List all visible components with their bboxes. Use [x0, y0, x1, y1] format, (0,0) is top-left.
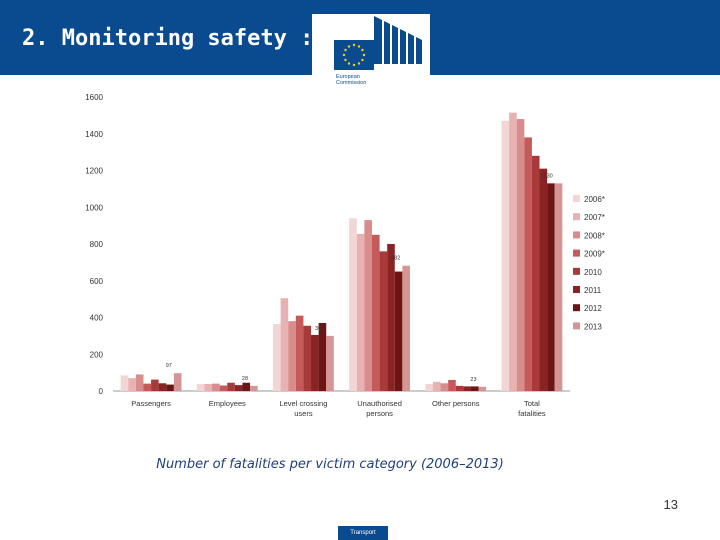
bar	[151, 379, 159, 391]
bar	[143, 383, 152, 391]
bar	[280, 298, 289, 391]
bar	[349, 218, 357, 391]
bar	[371, 234, 380, 391]
bar	[273, 323, 281, 391]
y-tick-label: 600	[90, 277, 104, 286]
bar	[440, 383, 449, 391]
y-tick-label: 800	[90, 240, 104, 249]
bar	[173, 373, 182, 391]
category-label: Level crossing users	[279, 399, 327, 418]
bar	[242, 382, 251, 391]
bar	[227, 382, 235, 391]
bar	[326, 335, 334, 391]
category-label: Employees	[209, 399, 246, 408]
legend-swatch	[573, 267, 580, 275]
bar	[356, 233, 365, 391]
bar	[539, 168, 548, 391]
bar	[318, 323, 327, 391]
commission-building-icon	[334, 16, 422, 70]
legend-swatch	[573, 213, 580, 221]
legend-label: 2006*	[584, 195, 605, 204]
y-tick-label: 1000	[85, 203, 103, 212]
legend-swatch	[573, 322, 580, 330]
y-tick-label: 0	[99, 387, 104, 396]
bar	[234, 385, 243, 391]
bar	[311, 334, 319, 391]
bar	[303, 325, 312, 391]
y-tick-label: 400	[90, 314, 104, 323]
bar	[204, 384, 213, 391]
bar	[531, 155, 540, 391]
logo-line-2: Commission	[336, 80, 367, 86]
logo-line-1: European	[336, 74, 360, 80]
bar	[432, 381, 441, 391]
bar	[509, 112, 517, 392]
category-label: Total fatalities	[518, 399, 546, 418]
footer-transport-badge: Transport	[338, 526, 388, 540]
bar	[547, 183, 555, 391]
bar	[402, 265, 410, 391]
data-label: 23	[470, 377, 476, 383]
bar	[250, 385, 258, 391]
bar	[516, 119, 525, 392]
bar	[463, 386, 471, 391]
bar	[394, 271, 403, 391]
chart-caption: Number of fatalities per victim category…	[156, 457, 504, 472]
data-label: 97	[166, 363, 172, 369]
bar	[470, 386, 479, 391]
bar	[455, 385, 464, 391]
bar	[379, 251, 388, 391]
bar	[212, 383, 220, 391]
bar	[554, 183, 563, 391]
bar	[196, 384, 205, 391]
bar	[501, 120, 510, 391]
bar	[387, 244, 395, 391]
data-label: 682	[391, 256, 400, 262]
data-label: 28	[242, 376, 248, 382]
legend-swatch	[573, 231, 580, 239]
bar	[524, 137, 532, 391]
bar	[425, 384, 433, 391]
bar	[166, 384, 174, 391]
bar	[288, 321, 296, 391]
page-number: 13	[663, 497, 678, 512]
legend-label: 2008*	[584, 231, 605, 240]
y-tick-label: 1600	[85, 93, 103, 102]
legend-swatch	[573, 286, 580, 293]
bar	[128, 378, 136, 391]
bar	[448, 379, 456, 391]
bar	[478, 386, 487, 391]
logo-wordmark: European Commission	[336, 74, 366, 86]
y-tick-label: 200	[90, 350, 104, 359]
bar	[135, 374, 144, 391]
legend-label: 2011	[584, 286, 602, 295]
y-tick-label: 1400	[85, 130, 103, 139]
legend-label: 2012	[584, 304, 602, 313]
data-label: 1130	[541, 173, 553, 179]
legend-label: 2013	[584, 322, 602, 331]
legend-label: 2007*	[584, 213, 605, 222]
category-label: Passengers	[131, 399, 171, 408]
category-label: Other persons	[432, 399, 480, 408]
slide-title: 2. Monitoring safety :	[22, 26, 314, 51]
legend-label: 2010	[584, 268, 602, 277]
data-label: 300	[315, 326, 324, 332]
european-commission-logo: European Commission	[312, 14, 430, 96]
bar	[364, 220, 372, 391]
legend-swatch	[573, 195, 580, 202]
bar	[295, 315, 304, 391]
category-label: Unauthorised persons	[357, 399, 402, 418]
legend-label: 2009*	[584, 250, 605, 259]
y-tick-label: 1200	[85, 167, 103, 176]
legend-swatch	[573, 304, 580, 312]
eu-stars-icon	[342, 43, 366, 67]
bar	[219, 385, 228, 391]
legend-swatch	[573, 249, 580, 257]
bar	[158, 383, 167, 391]
bar	[120, 375, 129, 391]
